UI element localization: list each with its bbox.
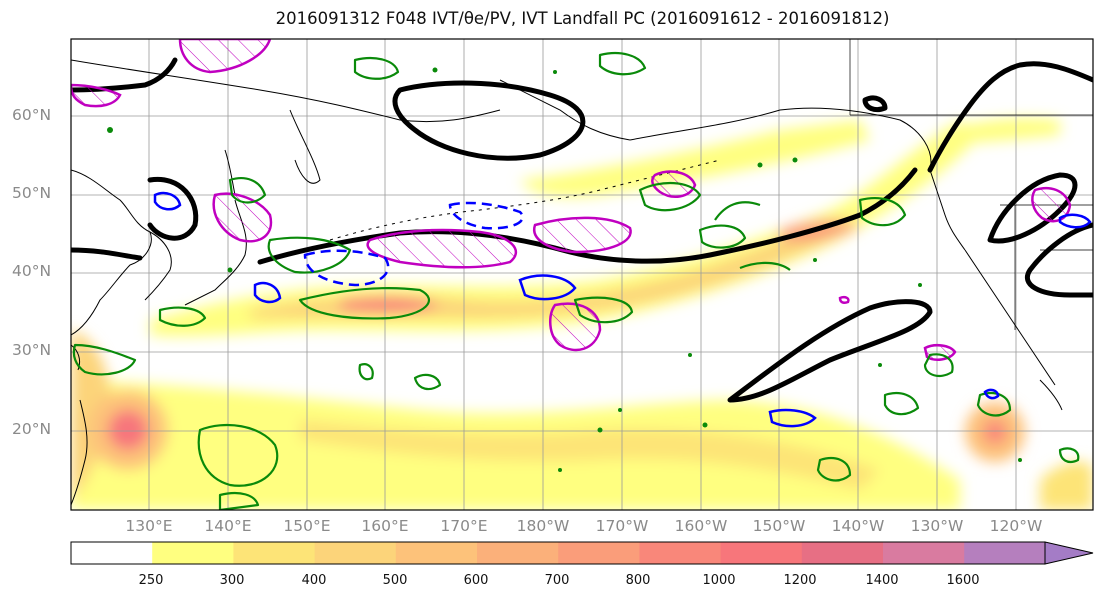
colorbar-tick-1200: 1200 <box>783 573 817 588</box>
colorbar-tick-400: 400 <box>301 573 327 588</box>
colorbar-swatch-1200 <box>801 542 884 564</box>
lon-label-160e: 160°E <box>361 517 409 535</box>
lat-label-40n: 40°N <box>12 262 52 280</box>
colorbar-swatch-below-250 <box>71 542 153 564</box>
lat-label-60n: 60°N <box>12 106 52 124</box>
map-title: 2016091312 F048 IVT/θe/PV, IVT Landfall … <box>275 9 890 28</box>
coastlines <box>71 59 1063 506</box>
colorbar-extend-arrow <box>1044 541 1094 565</box>
colorbar-tick-500: 500 <box>382 573 408 588</box>
coast-sakhalin <box>224 149 236 196</box>
black-ne-small <box>862 95 888 113</box>
lon-label-140w: 140°W <box>831 517 885 535</box>
colorbar <box>70 541 1094 565</box>
coast-alaska-south <box>629 107 932 171</box>
colorbar-tick-800: 800 <box>625 573 651 588</box>
lon-label-130w: 130°W <box>910 517 964 535</box>
colorbar-swatch-400 <box>314 542 397 564</box>
lon-label-120w: 120°W <box>989 517 1043 535</box>
ivt-band-south-core <box>300 420 880 490</box>
ivt-northeast <box>940 118 1060 145</box>
lat-label-50n: 50°N <box>12 184 52 202</box>
coast-us-west <box>964 249 1056 386</box>
colorbar-tick-1600: 1600 <box>946 573 980 588</box>
lon-label-170e: 170°E <box>440 517 488 535</box>
magenta-north-blob <box>178 39 272 74</box>
magenta-aleutian-blob <box>366 228 517 269</box>
lon-label-150w: 150°W <box>752 517 806 535</box>
coast-kamchatka <box>289 109 321 184</box>
coast-philippines <box>71 399 88 506</box>
magenta-nw-blob <box>71 83 122 108</box>
coast-bc <box>929 169 966 251</box>
lon-label-180w: 180°W <box>516 517 570 535</box>
coast-aleutians <box>329 159 721 241</box>
ivt-typhoon-west-core <box>108 410 148 450</box>
lon-label-150e: 150°E <box>283 517 331 535</box>
colorbar-swatch-600 <box>477 542 559 564</box>
colorbar-tick-700: 700 <box>544 573 570 588</box>
colorbar-swatch-250 <box>152 542 234 564</box>
lon-label-140e: 140°E <box>204 517 252 535</box>
magenta-japan-blob <box>212 192 273 243</box>
black-west-loop <box>147 176 199 241</box>
colorbar-swatch-1400 <box>883 542 965 564</box>
colorbar-tick-1400: 1400 <box>865 573 899 588</box>
magenta-ne-small <box>838 295 850 305</box>
colorbar-swatch-300 <box>233 542 316 564</box>
ivt-west-edge <box>71 330 110 500</box>
black-far-west <box>71 247 143 261</box>
lat-label-20n: 20°N <box>12 420 52 438</box>
ivt-band-main-peak <box>340 295 440 314</box>
lon-label-130e: 130°E <box>125 517 173 535</box>
black-ne-arc <box>927 61 1093 173</box>
colorbar-swatch-1000 <box>720 542 803 564</box>
magenta-se-small <box>923 343 957 361</box>
coast-baja <box>1039 379 1063 411</box>
magenta-dateline-blob <box>533 216 632 254</box>
ivt-cyclone-east-core <box>983 420 1007 444</box>
colorbar-tick-600: 600 <box>463 573 489 588</box>
coast-asia-mainland <box>71 169 152 336</box>
colorbar-swatch-800 <box>639 542 722 564</box>
magenta-contours <box>71 39 1072 361</box>
black-central-east-oval <box>727 299 933 403</box>
lon-label-160w: 160°W <box>674 517 728 535</box>
colorbar-tick-300: 300 <box>219 573 245 588</box>
blue-contours <box>153 191 1092 428</box>
ivt-southeast <box>1040 461 1093 510</box>
black-east-curve <box>1025 222 1093 298</box>
magenta-mid-blob <box>549 302 602 352</box>
colorbar-tick-1000: 1000 <box>702 573 736 588</box>
coast-siberia-north <box>71 59 501 123</box>
black-se-oval <box>987 172 1078 244</box>
black-north-oval <box>392 80 586 161</box>
colorbar-swatch-500 <box>395 542 478 564</box>
colorbar-swatch-700 <box>558 542 640 564</box>
colorbar-swatch-1600 <box>964 542 1046 564</box>
green-contours <box>72 51 1080 510</box>
coast-korea <box>144 231 172 301</box>
ivt-band-north <box>520 120 870 197</box>
lon-label-170w: 170°W <box>595 517 649 535</box>
contour-blips <box>107 67 1022 472</box>
lat-label-30n: 30°N <box>12 341 52 359</box>
colorbar-tick-250: 250 <box>138 573 164 588</box>
map-frame <box>70 38 1094 511</box>
